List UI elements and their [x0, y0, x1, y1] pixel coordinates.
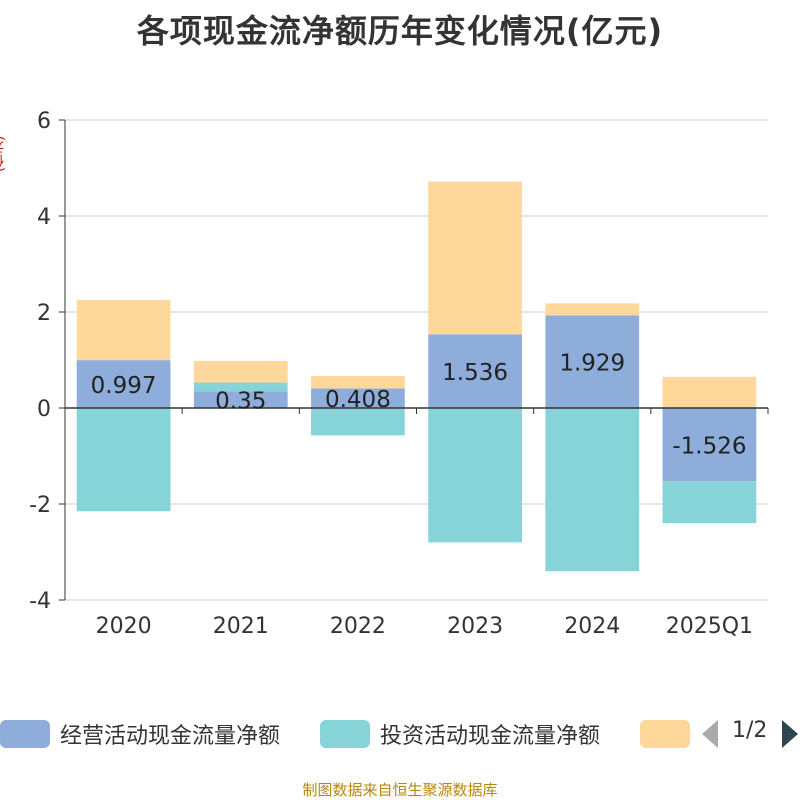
y-tick-label: 4 [37, 205, 51, 230]
bar-2023-series-2 [428, 181, 522, 335]
legend-swatch-financing [640, 720, 690, 748]
x-tick-label-2021: 2021 [213, 614, 269, 639]
legend-prev-arrow-icon[interactable] [702, 720, 718, 748]
bar-2021-series-1 [193, 382, 288, 392]
data-label-2022: 0.408 [325, 387, 391, 413]
bar-2023-series-1 [428, 408, 522, 543]
bar-2024-series-2 [545, 303, 640, 316]
data-source-note: 制图数据来自恒生聚源数据库 [302, 781, 498, 799]
bar-2021-series-2 [193, 360, 288, 383]
legend-swatch-investing [320, 720, 370, 748]
bar-2021-series-0 [193, 391, 288, 408]
bar-2023-series-0 [428, 334, 522, 408]
legend-pager: 1/2 [700, 716, 800, 752]
legend-next-arrow-icon[interactable] [782, 720, 798, 748]
legend-page-indicator: 1/2 [732, 718, 768, 743]
data-label-2025Q1: -1.526 [672, 434, 746, 460]
bar-2022-series-2 [311, 375, 405, 389]
bar-2020-series-0 [76, 360, 171, 408]
bar-2020-series-1 [76, 408, 171, 512]
bar-2024-series-0 [545, 315, 640, 408]
legend-swatch-operating [0, 720, 50, 748]
chart-title: 各项现金流净额历年变化情况(亿元) [136, 12, 664, 50]
x-tick-label-2024: 2024 [564, 614, 620, 639]
y-tick-label: -4 [29, 589, 51, 614]
legend-label-investing: 投资活动现金流量净额 [380, 724, 601, 749]
bar-2024-series-1 [545, 408, 640, 572]
bar-2020-series-2 [76, 300, 171, 361]
legend-item-investing[interactable]: 投资活动现金流量净额 [320, 716, 630, 752]
data-label-2020: 0.997 [91, 373, 157, 399]
bar-2025Q1-series-0 [662, 408, 757, 482]
y-tick-label: 6 [37, 109, 51, 134]
y-tick-label: -2 [29, 493, 51, 518]
bar-2022-series-0 [311, 388, 405, 408]
legend-item-financing[interactable] [640, 716, 690, 752]
x-tick-label-2023: 2023 [447, 614, 503, 639]
y-tick-label: 0 [37, 397, 51, 422]
bar-2025Q1-series-2 [662, 376, 757, 408]
bar-2022-series-1 [311, 408, 405, 436]
data-label-2023: 1.536 [442, 360, 508, 386]
legend: 经营活动现金流量净额 投资活动现金流量净额 1/2 [0, 716, 800, 756]
legend-label-operating: 经营活动现金流量净额 [60, 724, 281, 749]
x-tick-label-2025Q1: 2025Q1 [666, 614, 753, 639]
y-tick-label: 2 [37, 301, 51, 326]
data-label-2021: 0.35 [215, 389, 266, 415]
data-label-2024: 1.929 [559, 351, 625, 377]
x-tick-label-2022: 2022 [330, 614, 386, 639]
bar-2025Q1-series-1 [662, 481, 757, 524]
legend-item-operating[interactable]: 经营活动现金流量净额 [0, 716, 310, 752]
bar-chart: -4 -2 0 2 4 6 0.997 0.35 0.408 1.536 1.929 -1.526 20… [29, 109, 769, 639]
x-tick-label-2020: 2020 [96, 614, 152, 639]
